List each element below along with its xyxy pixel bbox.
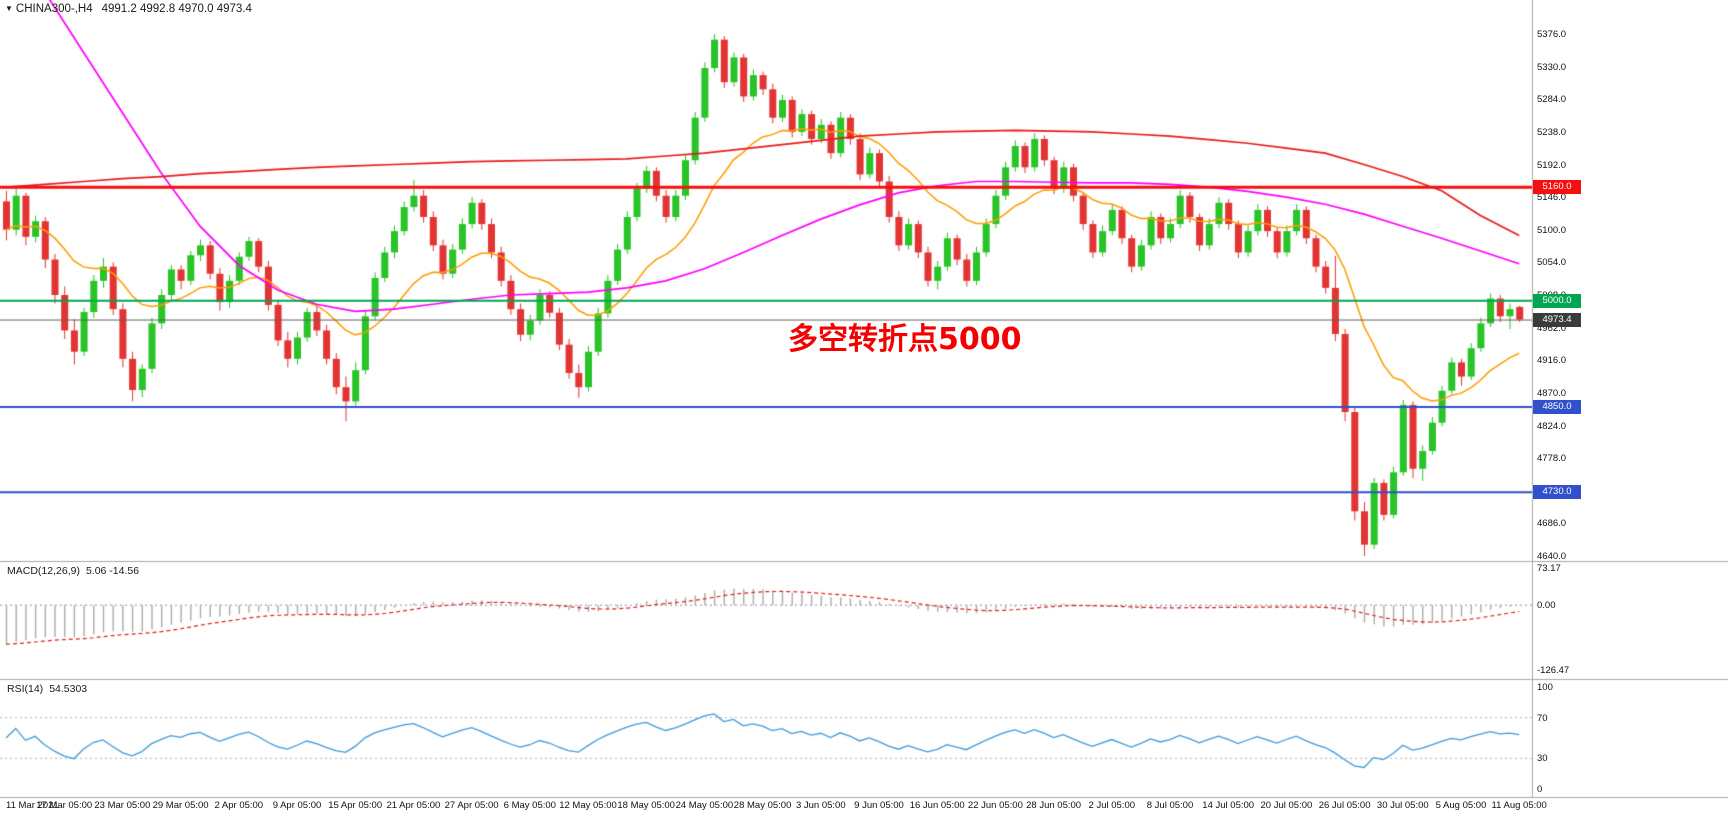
symbol-timeframe-label: CHINA300-,H4 bbox=[15, 3, 93, 15]
macd-name: MACD(12,26,9) bbox=[7, 565, 80, 577]
rsi-name: RSI(14) bbox=[7, 683, 44, 695]
ohlc-values-label: 4991.2 4992.8 4970.0 4973.4 bbox=[101, 3, 252, 15]
macd-values: 5.06 -14.56 bbox=[85, 565, 140, 577]
chart-header: ▼ CHINA300-,H4 4991.2 4992.8 4970.0 4973.4 bbox=[5, 3, 252, 15]
rsi-indicator-label: RSI(14) 54.5303 bbox=[7, 683, 87, 695]
rsi-value: 54.5303 bbox=[49, 683, 88, 695]
symbol-marker-icon: ▼ bbox=[5, 4, 13, 13]
annotation-text: 多空转折点5000 bbox=[788, 322, 1022, 357]
macd-indicator-label: MACD(12,26,9) 5.06 -14.56 bbox=[7, 565, 139, 577]
